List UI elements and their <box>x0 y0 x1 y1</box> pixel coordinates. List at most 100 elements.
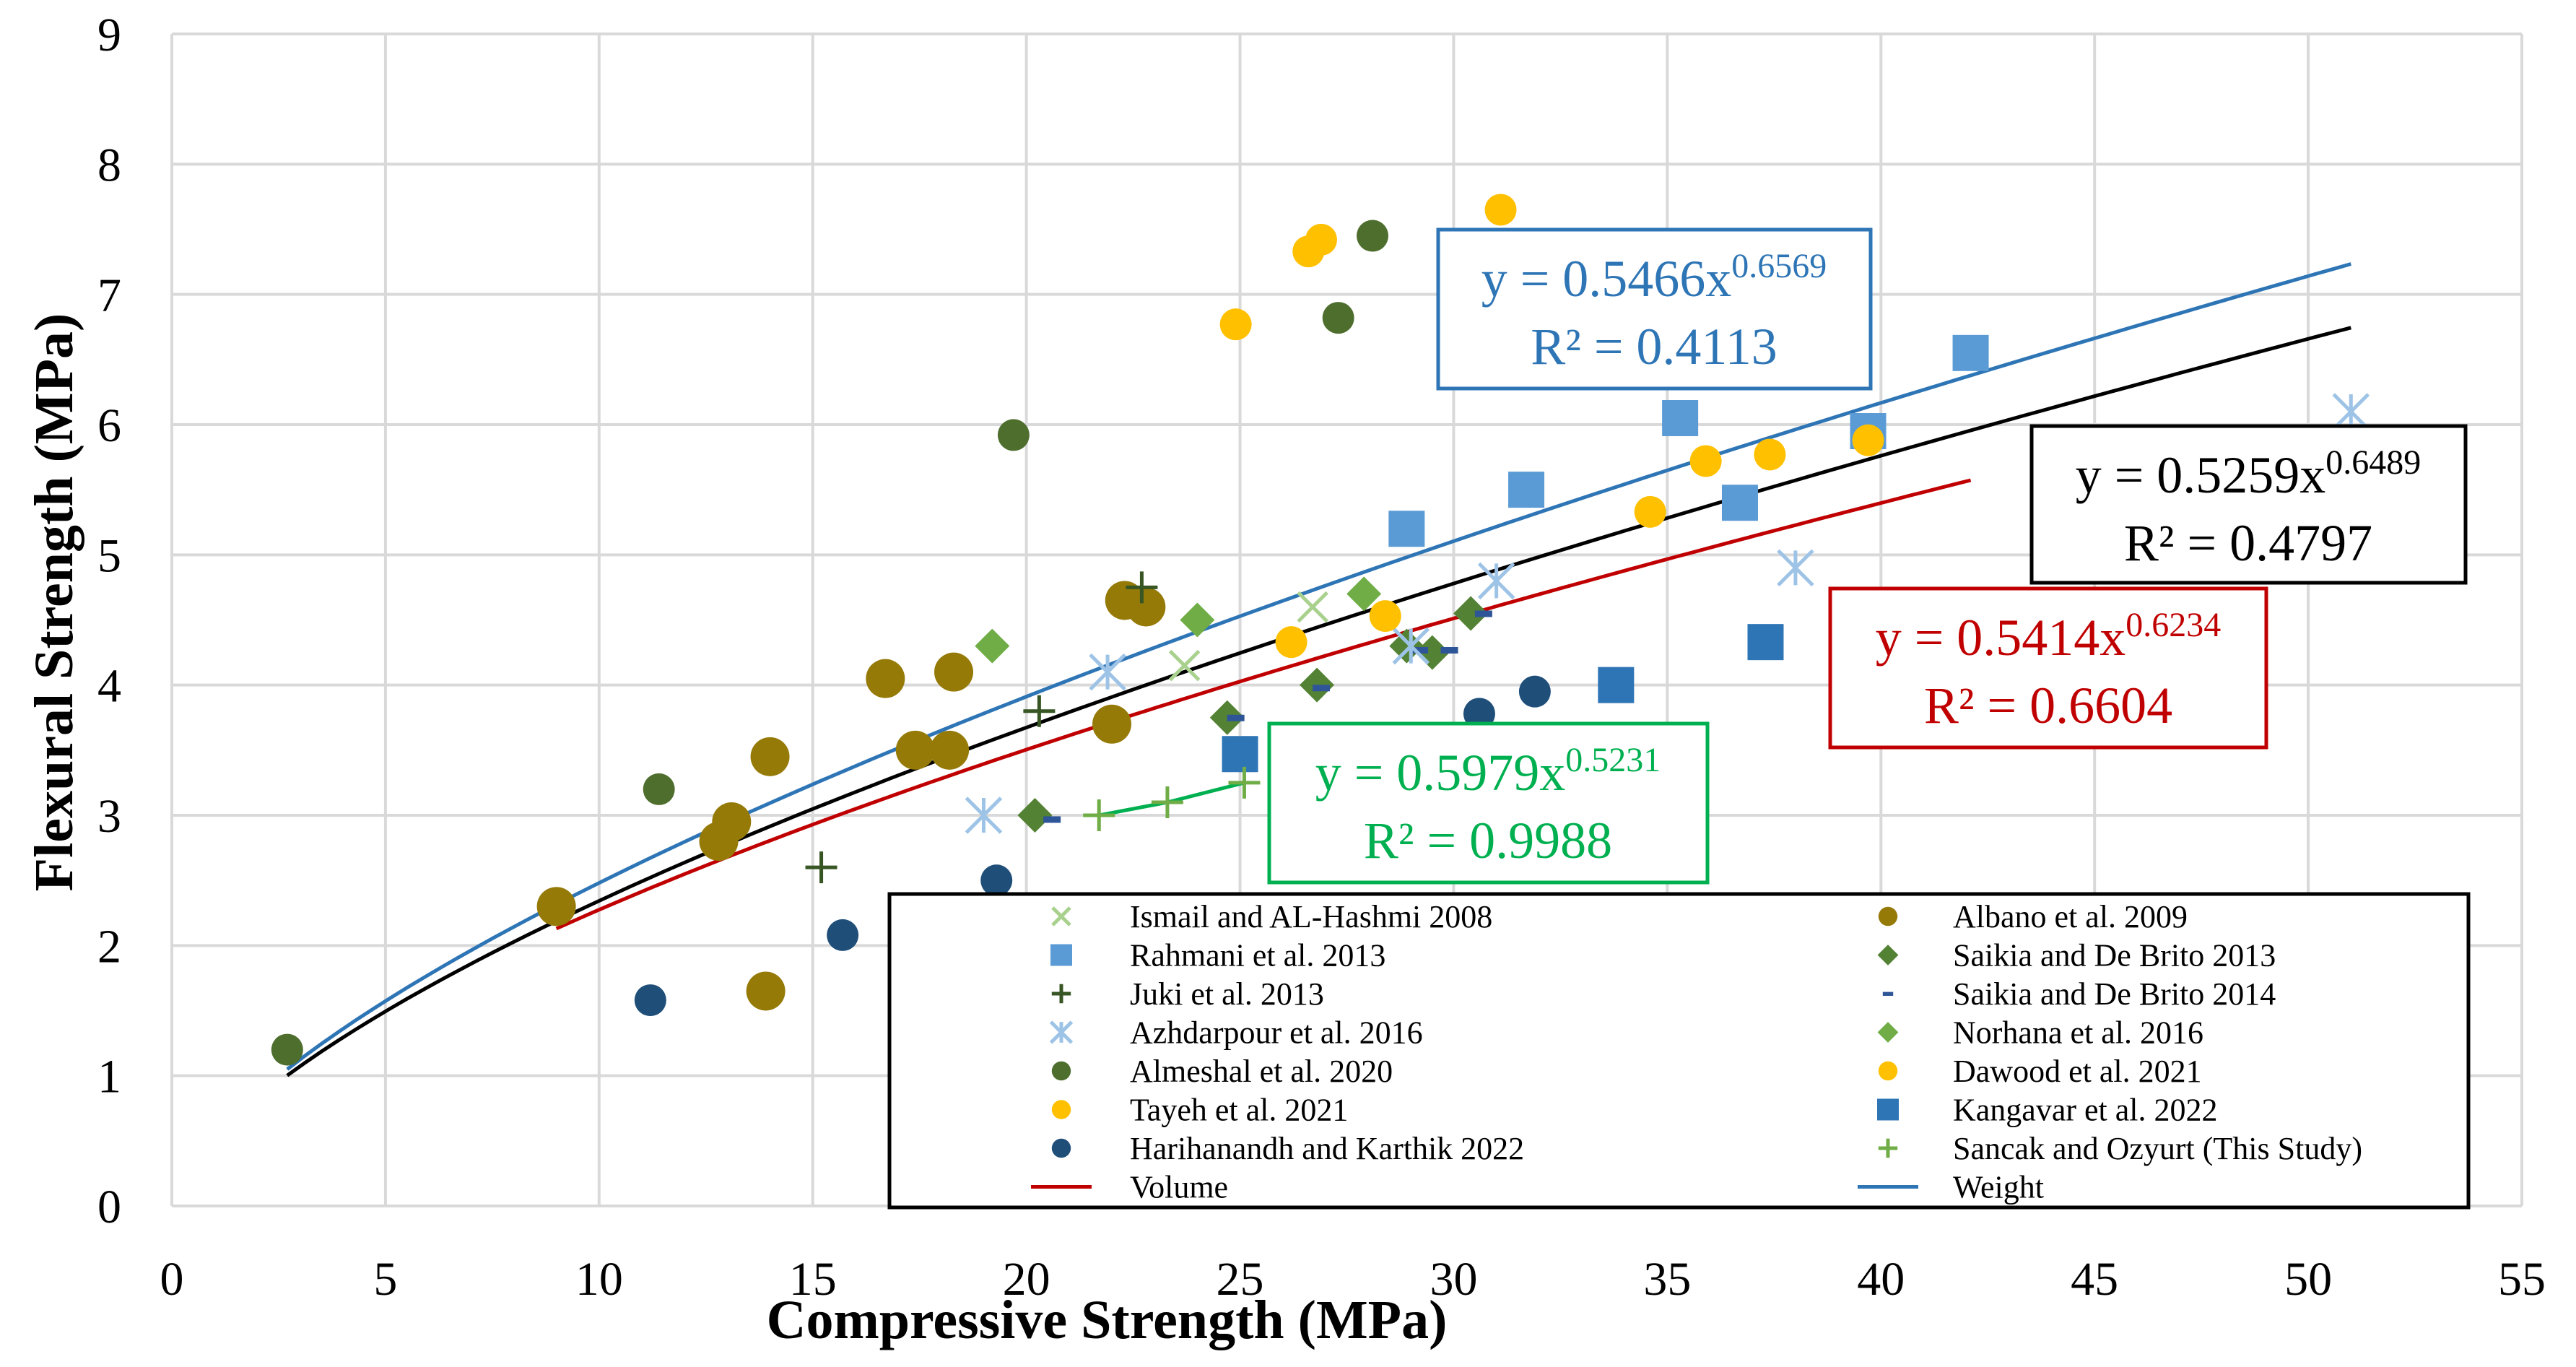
point-juki-et-al-2013 <box>1023 695 1056 727</box>
r2-study: R² = 0.9988 <box>1364 812 1612 869</box>
equation-box-weight: y = 0.5466x0.6569 R² = 0.4113 <box>1436 227 1873 391</box>
point-dawood-et-al-2021 <box>1369 600 1401 633</box>
point-albano-et-al-2009 <box>866 659 905 698</box>
point-azhdarpour-et-al-2016 <box>1392 627 1430 665</box>
x-tick-label: 0 <box>160 1253 184 1306</box>
equation-box-all: y = 0.5259x0.6489 R² = 0.4797 <box>2029 424 2468 585</box>
trendline-volume <box>555 478 1972 931</box>
point-tayeh-et-al-2021 <box>1484 194 1517 226</box>
legend-label: Weight <box>1953 1170 2044 1205</box>
point-albano-et-al-2009 <box>1126 587 1166 627</box>
point-tayeh-et-al-2021 <box>1219 308 1252 341</box>
x-tick-label: 10 <box>575 1253 623 1306</box>
point-kangavar-et-al-2022 <box>1222 736 1258 773</box>
legend-label: Juki et al. 2013 <box>1130 976 1324 1012</box>
point-albano-et-al-2009 <box>712 802 752 842</box>
legend-label: Norhana et al. 2016 <box>1953 1015 2203 1051</box>
y-tick-label: 7 <box>97 269 121 322</box>
point-azhdarpour-et-al-2016 <box>1089 653 1126 691</box>
y-tick-label: 1 <box>97 1051 121 1103</box>
point-saikia-and-de-brito-2014 <box>1440 646 1458 654</box>
point-saikia-and-de-brito-2014 <box>1043 816 1061 823</box>
x-tick-label: 30 <box>1430 1253 1477 1306</box>
point-saikia-and-de-brito-2014 <box>1312 685 1330 692</box>
legend-label: Azhdarpour et al. 2016 <box>1130 1015 1423 1051</box>
y-tick-label: 0 <box>97 1181 121 1233</box>
legend-marker <box>1878 906 1898 926</box>
point-albano-et-al-2009 <box>930 730 970 770</box>
trendline-all-data <box>286 326 2351 1077</box>
point-almeshal-et-al-2020 <box>1357 220 1389 252</box>
point-albano-et-al-2009 <box>746 971 786 1011</box>
point-norhana-et-al-2016 <box>975 628 1010 664</box>
r2-weight: R² = 0.4113 <box>1531 318 1777 376</box>
equation-volume-base: y = 0.5414x <box>1876 609 2126 667</box>
point-saikia-and-de-brito-2013 <box>1017 798 1053 833</box>
y-tick-label: 2 <box>97 920 121 973</box>
point-albano-et-al-2009 <box>750 737 790 776</box>
r2-volume: R² = 0.6604 <box>1924 677 2172 734</box>
point-dawood-et-al-2021 <box>1689 445 1722 477</box>
x-tick-label: 25 <box>1217 1253 1264 1306</box>
point-harihanandh-and-karthik-2022 <box>980 864 1013 897</box>
legend-marker <box>1050 944 1072 966</box>
y-tick-label: 6 <box>97 399 121 452</box>
point-harihanandh-and-karthik-2022 <box>1518 675 1551 708</box>
trendline-this-study <box>1098 781 1245 817</box>
point-norhana-et-al-2016 <box>1346 576 1382 612</box>
equation-weight-exponent: 0.6569 <box>1731 247 1827 285</box>
x-tick-label: 55 <box>2498 1253 2546 1306</box>
equation-all-base: y = 0.5259x <box>2076 446 2326 504</box>
legend-marker <box>1051 1061 1071 1081</box>
point-dawood-et-al-2021 <box>1754 438 1786 471</box>
x-axis-ticks: 0 5 10 15 20 25 30 35 40 45 50 55 <box>160 1253 2546 1306</box>
legend-label: Saikia and De Brito 2013 <box>1953 938 2276 973</box>
point-dawood-et-al-2021 <box>1275 626 1307 659</box>
legend-label: Harihanandh and Karthik 2022 <box>1130 1131 1524 1166</box>
point-sancak-and-ozyurt-this-study <box>1083 799 1115 831</box>
point-harihanandh-and-karthik-2022 <box>634 984 666 1017</box>
legend-label: Kangavar et al. 2022 <box>1953 1093 2218 1128</box>
point-harihanandh-and-karthik-2022 <box>1463 698 1495 730</box>
y-tick-label: 4 <box>97 660 121 713</box>
x-tick-label: 15 <box>789 1253 837 1306</box>
equation-study: y = 0.5979x0.5231 <box>1315 741 1661 802</box>
point-albano-et-al-2009 <box>934 652 974 692</box>
point-harihanandh-and-karthik-2022 <box>827 919 859 951</box>
x-tick-label: 35 <box>1643 1253 1691 1306</box>
point-sancak-and-ozyurt-this-study <box>1228 766 1261 799</box>
legend-marker <box>1049 1020 1074 1044</box>
legend-marker <box>1051 1138 1071 1158</box>
equation-volume: y = 0.5414x0.6234 <box>1876 606 2222 667</box>
equation-all: y = 0.5259x0.6489 <box>2076 443 2421 504</box>
point-norhana-et-al-2016 <box>1180 602 1215 638</box>
x-tick-label: 20 <box>1003 1253 1050 1306</box>
equation-box-volume: y = 0.5414x0.6234 R² = 0.6604 <box>1828 586 2268 750</box>
x-tick-label: 40 <box>1857 1253 1905 1306</box>
equation-study-base: y = 0.5979x <box>1315 744 1566 802</box>
legend-label: Rahmani et al. 2013 <box>1130 938 1385 973</box>
equation-volume-exponent: 0.6234 <box>2125 606 2221 644</box>
legend-label: Ismail and AL-Hashmi 2008 <box>1130 899 1492 934</box>
x-axis-label: Compressive Strength (MPa) <box>767 1290 1448 1350</box>
point-ismail-and-al-hashmi-2008 <box>1168 649 1201 682</box>
legend-label: Volume <box>1130 1170 1228 1205</box>
equation-all-exponent: 0.6489 <box>2325 443 2421 482</box>
point-juki-et-al-2013 <box>1126 571 1158 604</box>
equation-box-study: y = 0.5979x0.5231 R² = 0.9988 <box>1267 721 1710 885</box>
y-axis-label: Flexural Strength (MPa) <box>24 313 84 892</box>
y-tick-label: 3 <box>97 790 121 843</box>
equation-study-exponent: 0.5231 <box>1565 741 1661 779</box>
legend: Ismail and AL-Hashmi 2008 Rahmani et al. … <box>887 892 2471 1210</box>
y-tick-label: 9 <box>97 9 121 61</box>
legend-label: Dawood et al. 2021 <box>1953 1054 2202 1089</box>
legend-label: Sancak and Ozyurt (This Study) <box>1953 1131 2362 1166</box>
legend-marker <box>1051 906 1071 926</box>
legend-label: Almeshal et al. 2020 <box>1130 1054 1393 1089</box>
legend-label: Saikia and De Brito 2014 <box>1953 976 2276 1012</box>
point-rahmani-et-al-2013 <box>1721 485 1758 521</box>
point-almeshal-et-al-2020 <box>997 419 1030 451</box>
point-ismail-and-al-hashmi-2008 <box>1297 591 1328 623</box>
point-kangavar-et-al-2022 <box>1598 667 1635 703</box>
